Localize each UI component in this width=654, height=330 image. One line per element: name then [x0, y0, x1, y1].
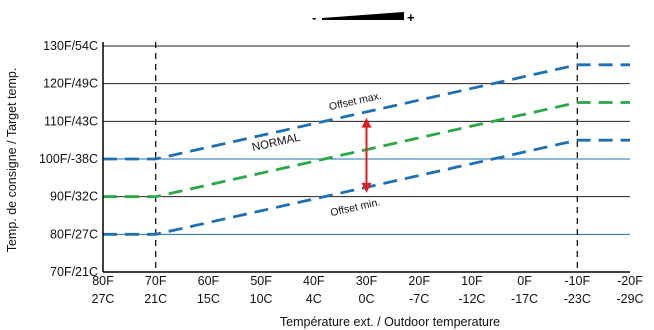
- x-tick-label-f: 40F: [303, 274, 325, 288]
- x-tick-label-f: 80F: [92, 274, 114, 288]
- y-tick-labels: 70F/21C 80F/27C 90F/32C 100F/-38C 110F/43C 12…: [39, 39, 98, 279]
- y-tick-label: 130F/54C: [43, 39, 98, 53]
- x-tick-label-f: -10F: [564, 274, 590, 288]
- y-tick-label: 80F/27C: [50, 227, 98, 241]
- legend-ramp: - +: [312, 10, 415, 25]
- x-tick-label-f: 20F: [408, 274, 430, 288]
- x-tick-label-c: -23C: [564, 292, 591, 306]
- x-tick-label-c: 4C: [306, 292, 322, 306]
- arrow-head-up: [361, 117, 372, 128]
- x-tick-label-f: 70F: [145, 274, 167, 288]
- y-tick-label: 110F/43C: [44, 114, 98, 128]
- x-tick-label-c: 0C: [359, 292, 375, 306]
- y-tick-label: 90F/32C: [50, 190, 98, 204]
- y-tick-label: 100F/-38C: [39, 152, 98, 166]
- x-axis-label: Température ext. / Outdoor temperature: [280, 315, 500, 329]
- x-tick-label-c: -12C: [458, 292, 485, 306]
- x-tick-label-c: 15C: [197, 292, 220, 306]
- y-axis-label: Temp. de consigne / Target temp.: [5, 68, 19, 253]
- x-tick-label-f: -20F: [617, 274, 643, 288]
- legend-minus: -: [312, 10, 316, 25]
- x-tick-label-c: -29C: [616, 292, 643, 306]
- legend-wedge: [322, 12, 404, 20]
- offset-arrow: [361, 117, 372, 193]
- x-tick-label-c: -17C: [511, 292, 538, 306]
- x-tick-label-f: 50F: [250, 274, 272, 288]
- axes: [102, 42, 630, 273]
- x-tick-label-f: 30F: [356, 274, 378, 288]
- x-tick-label-f: 0F: [517, 274, 532, 288]
- series-annotation-2: Offset min.: [329, 196, 381, 219]
- legend-plus: +: [407, 10, 415, 25]
- series-line-0: [103, 63, 630, 161]
- x-tick-label-c: 21C: [144, 292, 167, 306]
- arrow-head-down: [361, 182, 372, 193]
- x-tick-label-c: 27C: [92, 292, 115, 306]
- x-tick-label-c: -7C: [409, 292, 429, 306]
- x-tick-labels: 80F 27C 70F 21C 60F 15C 50F 10C 40F 4C 30F 0C 20F -7C…: [92, 274, 644, 306]
- x-tick-label-c: 10C: [250, 292, 273, 306]
- y-tick-label: 120F/49C: [43, 77, 98, 91]
- x-tick-label-f: 60F: [198, 274, 220, 288]
- x-tick-label-f: 10F: [461, 274, 483, 288]
- y-tick-label: 70F/21C: [50, 265, 98, 279]
